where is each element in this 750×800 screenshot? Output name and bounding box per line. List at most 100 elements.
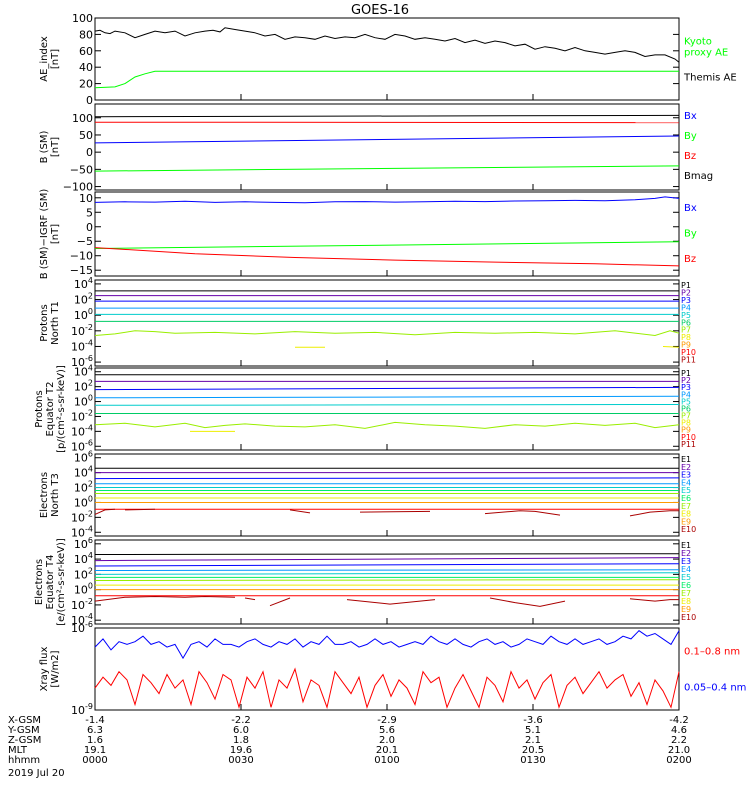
y-tick-label: 0 — [86, 146, 93, 159]
series-line — [489, 597, 566, 607]
y-tick-label: 0 — [86, 94, 93, 107]
legend-entry: 0.1–0.8 nm — [684, 647, 740, 658]
x-axis-value: 0000 — [82, 755, 107, 766]
y-axis-label: Protons — [39, 304, 50, 341]
legend-entry: Bmag — [684, 171, 713, 182]
y-tick-label: 102 — [74, 566, 93, 581]
y-tick-label: 10-6 — [71, 620, 93, 635]
y-tick-label: 5 — [86, 206, 93, 219]
legend-entry: P2 — [681, 376, 691, 385]
series-line — [484, 510, 561, 516]
y-axis-label: Xray flux — [39, 647, 50, 692]
series-line — [94, 630, 680, 660]
legend-entry: E10 — [681, 525, 696, 534]
y-axis-label: Equator T2 — [45, 382, 56, 437]
legend-entry: P9 — [681, 341, 691, 350]
legend-entry: P1 — [681, 281, 691, 290]
series-line — [94, 477, 680, 480]
y-axis-label: Protons — [34, 390, 45, 427]
x-axis-row-label: Z-GSM — [8, 735, 41, 746]
x-axis-value: 2.1 — [525, 735, 541, 746]
series-line — [94, 165, 680, 172]
legend-entry: E3 — [681, 557, 691, 566]
y-axis-label: Equator T4 — [45, 555, 56, 610]
y-axis-label: [e/(cm²-s-sr-keV)] — [56, 538, 67, 626]
legend-entry: E9 — [681, 605, 691, 614]
legend-entry: P8 — [681, 419, 691, 428]
x-axis-value: 0130 — [520, 755, 545, 766]
legend-entry: E4 — [681, 565, 691, 574]
legend-entry: P5 — [681, 311, 691, 320]
x-axis-row-label: X-GSM — [8, 715, 41, 726]
y-axis-label: [nT] — [50, 137, 61, 157]
y-tick-label: 102 — [74, 379, 93, 394]
x-axis-value: 19.1 — [84, 745, 106, 756]
legend-entry: By — [684, 229, 697, 240]
y-axis-label: [nT] — [50, 224, 61, 244]
y-tick-label: 106 — [74, 536, 93, 551]
series-line — [94, 395, 680, 399]
x-axis-value: 2.0 — [379, 735, 395, 746]
legend-entry: E7 — [681, 589, 691, 598]
x-axis-value: -3.6 — [523, 715, 543, 726]
y-axis-label: Electrons — [39, 472, 50, 518]
plot-date: 2019 Jul 20 — [8, 768, 65, 779]
y-axis-label: [p/(cm²-s-sr-keV)] — [56, 365, 67, 453]
legend-entry: P2 — [681, 288, 691, 297]
panel-3: 105 0−5 −10−15 B (SM)−IGRF (SM) [nT] Bx By Bz — [39, 189, 697, 280]
legend-entry: P4 — [681, 303, 691, 312]
x-axis-value: -2.2 — [231, 715, 251, 726]
series-line — [269, 597, 291, 607]
panel-frame — [94, 453, 680, 537]
y-tick-label: 104 — [74, 364, 93, 379]
series-line — [94, 70, 679, 89]
series-line — [94, 196, 680, 204]
series-line — [94, 247, 680, 267]
y-tick-label: 40 — [79, 61, 93, 74]
x-axis-value: 4.6 — [671, 725, 687, 736]
panel-frame — [94, 539, 680, 625]
legend-entry: proxy AE — [684, 48, 728, 59]
series-line — [94, 557, 680, 562]
y-tick-label: 102 — [74, 292, 93, 307]
x-axis-value: 0200 — [666, 755, 691, 766]
x-axis-value: 5.6 — [379, 725, 395, 736]
series-line — [94, 595, 236, 602]
y-tick-label: 104 — [74, 276, 93, 291]
legend-entry: E2 — [681, 463, 691, 472]
y-tick-label: 10-2 — [71, 408, 93, 423]
y-tick-label: 20 — [79, 78, 93, 91]
legend-entry: Bx — [684, 111, 697, 122]
legend-entry: P9 — [681, 426, 691, 435]
legend-entry: P8 — [681, 333, 691, 342]
series-line — [94, 569, 680, 571]
legend-entry: E7 — [681, 502, 691, 511]
x-axis-value: 19.6 — [230, 745, 252, 756]
y-tick-label: −50 — [70, 163, 93, 176]
series-line — [94, 667, 680, 710]
x-axis-value: 21.0 — [668, 745, 690, 756]
legend-entry: P7 — [681, 326, 691, 335]
panel-2: 100 50 0 −50 −100 B (SM) [nT] Bx By Bz Bmag — [39, 103, 713, 194]
legend-entry: P1 — [681, 369, 691, 378]
series-line — [629, 510, 679, 517]
series-line — [94, 553, 680, 555]
legend-entry: Kyoto — [684, 37, 712, 48]
y-axis-label: North T1 — [50, 301, 61, 345]
legend-entry: E2 — [681, 549, 691, 558]
y-tick-label: 100 — [72, 112, 93, 125]
series-line — [124, 508, 156, 511]
y-axis-label: Electrons — [34, 559, 45, 605]
legend-entry: E3 — [681, 471, 691, 480]
y-axis-label: [W/m2] — [50, 650, 61, 687]
x-axis-value: -2.9 — [377, 715, 397, 726]
y-tick-label: −15 — [70, 264, 93, 277]
y-tick-label: 0 — [86, 221, 93, 234]
y-axis-label: [nT] — [50, 49, 61, 69]
legend-entry: P10 — [681, 433, 696, 442]
legend-entry: Bz — [684, 254, 696, 265]
x-axis-value: -4.2 — [669, 715, 689, 726]
